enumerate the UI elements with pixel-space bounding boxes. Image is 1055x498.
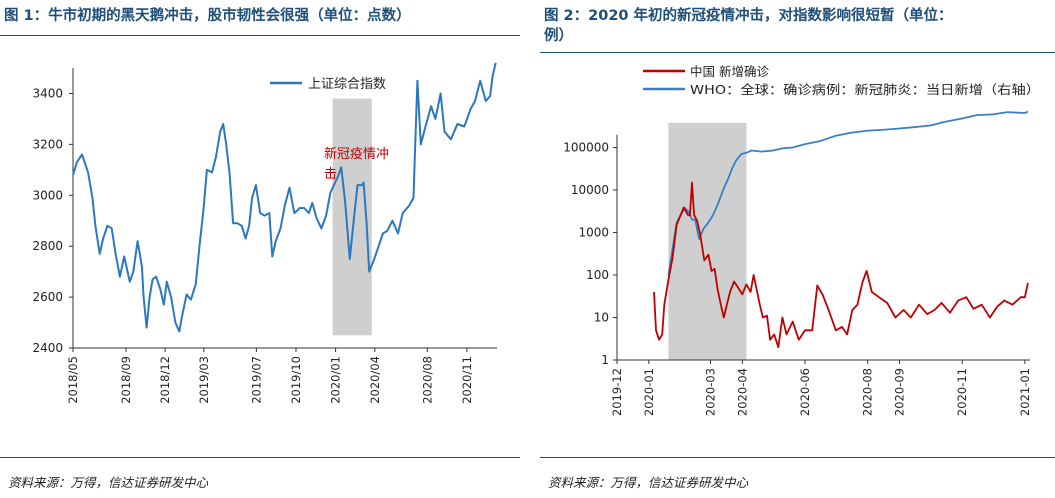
left-y-tick-label: 3200 — [32, 137, 63, 151]
left-x-tick-label: 2018/09 — [119, 356, 133, 404]
right-title-line2: 例） — [544, 28, 573, 44]
left-panel: 图 1：牛市初期的黑天鹅冲击，股市韧性会很强（单位：点数） 2400 2600 28… — [0, 0, 520, 498]
right-source-rule — [540, 457, 1055, 458]
left-series-line — [72, 62, 497, 333]
right-x-tick-label: 2020-04 — [735, 368, 749, 416]
right-legend-label-china: 中国 新增确诊 — [690, 64, 769, 79]
right-x-tick-label: 2020-11 — [955, 368, 969, 416]
left-x-tick-label: 2019/07 — [249, 356, 263, 404]
left-title-rule — [0, 35, 520, 36]
left-source-rule — [0, 457, 520, 458]
right-x-tick-label: 2020-03 — [703, 368, 717, 416]
left-y-tick-label: 3400 — [32, 86, 63, 100]
right-y-tick-label: 1000 — [578, 226, 609, 240]
left-x-tick-label: 2018/05 — [66, 356, 80, 404]
left-y-tick-label: 2800 — [32, 239, 63, 253]
right-source-note: 资料来源：万得，信达证券研发中心 — [548, 475, 749, 490]
right-x-tick-label: 2020-01 — [642, 368, 656, 416]
right-y-tick-label: 10000 — [571, 183, 609, 197]
right-chart-title: 图 2：2020 年初的新冠疫情冲击，对指数影响很短暂（单位： 例） — [544, 6, 953, 46]
right-x-tick-label: 2020-08 — [861, 368, 875, 416]
right-panel: 图 2：2020 年初的新冠疫情冲击，对指数影响很短暂（单位： 例） 1 10 10… — [540, 0, 1055, 498]
left-x-tick-label: 2020/04 — [368, 356, 382, 404]
right-legend-label-who: WHO：全球：确诊病例：新冠肺炎：当日新增（右轴） — [690, 82, 1040, 97]
left-x-tick-label: 2018/12 — [158, 356, 172, 404]
left-x-tick-label: 2020/11 — [460, 356, 474, 404]
right-y-tick-label: 1 — [601, 353, 609, 367]
left-x-tick-label: 2020/01 — [329, 356, 343, 404]
right-title-rule — [540, 52, 1055, 53]
right-y-tick-label: 100000 — [563, 141, 609, 155]
left-y-tick-label: 3000 — [32, 188, 63, 202]
left-y-tick-label: 2600 — [32, 290, 63, 304]
right-x-tick-label: 2020-09 — [893, 368, 907, 416]
right-x-tick-label: 2020-06 — [798, 368, 812, 416]
left-x-tick-label: 2019/10 — [289, 356, 303, 404]
left-legend-label: 上证综合指数 — [308, 77, 386, 92]
left-chart-title: 图 1：牛市初期的黑天鹅冲击，股市韧性会很强（单位：点数） — [4, 8, 411, 24]
right-title-line1: 图 2：2020 年初的新冠疫情冲击，对指数影响很短暂（单位： — [544, 8, 953, 24]
left-y-tick-label: 2400 — [32, 341, 63, 355]
right-y-tick-label: 100 — [586, 268, 609, 282]
right-shaded-period — [668, 122, 747, 361]
left-chart: 2400 2600 2800 3000 3200 3400 2018/05 2018/09 20… — [32, 62, 497, 404]
left-annotation-line1: 新冠疫情冲 — [324, 146, 389, 162]
right-y-tick-label: 10 — [594, 311, 609, 325]
right-series-china-line — [653, 181, 1029, 349]
left-source-note: 资料来源：万得，信达证券研发中心 — [8, 475, 209, 490]
right-chart: 1 10 100 1000 10000 100000 2019-12 2020-01 2020-… — [563, 64, 1040, 416]
left-annotation-line2: 击 — [324, 167, 337, 182]
right-x-tick-label: 2019-12 — [610, 368, 624, 416]
left-x-tick-label: 2019/03 — [197, 356, 211, 404]
right-x-tick-label: 2021-01 — [1018, 368, 1032, 416]
left-x-tick-label: 2020/08 — [420, 356, 434, 404]
right-series-who-line — [667, 110, 1029, 276]
